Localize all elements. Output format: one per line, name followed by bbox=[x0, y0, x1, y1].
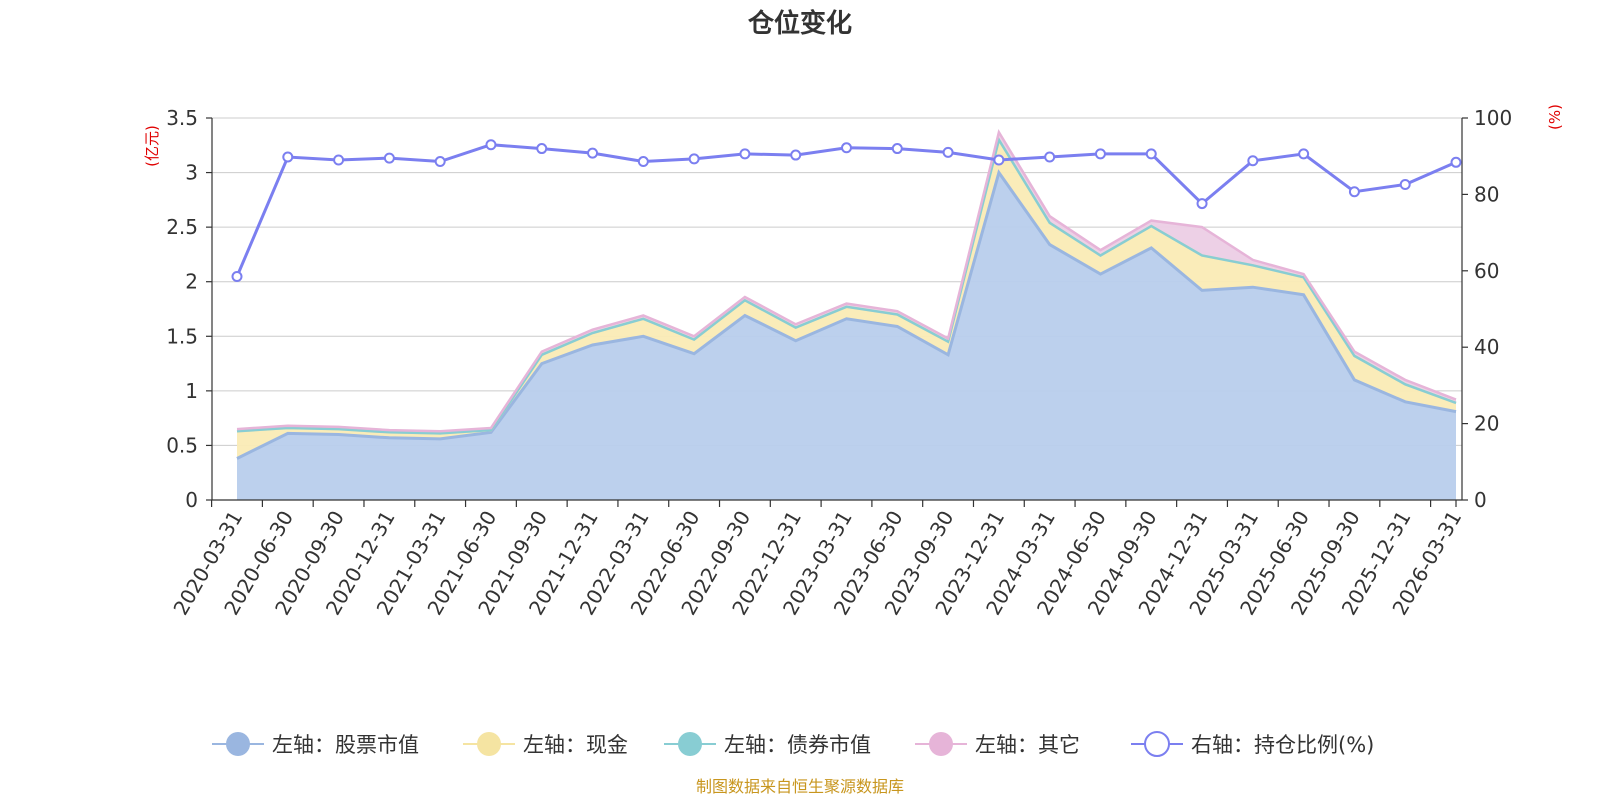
ratio-point bbox=[1399, 178, 1411, 190]
position-ratio-line bbox=[231, 139, 1462, 283]
ratio-point bbox=[891, 143, 903, 155]
left-tick-label: 2 bbox=[185, 270, 198, 294]
right-tick-label: 100 bbox=[1474, 106, 1512, 130]
chart-title: 仓位变化 bbox=[747, 8, 852, 39]
legend-label: 左轴：其它 bbox=[975, 733, 1080, 757]
ratio-point bbox=[1348, 186, 1360, 198]
ratio-point bbox=[485, 139, 497, 151]
area-edge-左轴：债券市值 bbox=[236, 136, 1457, 435]
right-tick-label: 40 bbox=[1474, 335, 1499, 359]
ratio-point bbox=[739, 148, 751, 160]
ratio-point bbox=[587, 147, 599, 159]
right-tick-label: 60 bbox=[1474, 259, 1499, 283]
legend-marker bbox=[477, 732, 501, 756]
legend-item[interactable]: 右轴：持仓比例(%) bbox=[1131, 731, 1374, 757]
ratio-point bbox=[1196, 198, 1208, 210]
area-edge-左轴：股票市值 bbox=[236, 169, 1457, 460]
left-tick-label: 1.5 bbox=[166, 324, 198, 348]
legend-item[interactable]: 左轴：债券市值 bbox=[664, 732, 871, 757]
left-tick-label: 1 bbox=[185, 379, 198, 403]
legend-marker bbox=[929, 732, 953, 756]
ratio-line-path bbox=[235, 143, 1457, 278]
ratio-point bbox=[282, 151, 294, 163]
ratio-point bbox=[1298, 148, 1310, 160]
ratio-point bbox=[1044, 151, 1056, 163]
legend-item[interactable]: 左轴：现金 bbox=[463, 732, 628, 757]
ratio-point bbox=[688, 153, 700, 165]
legend-marker bbox=[678, 732, 702, 756]
ratio-point bbox=[1450, 156, 1462, 168]
ratio-point bbox=[383, 152, 395, 164]
right-tick-label: 0 bbox=[1474, 488, 1487, 512]
legend-label: 左轴：债券市值 bbox=[724, 733, 871, 757]
ratio-point bbox=[637, 156, 649, 168]
legend-marker bbox=[226, 732, 250, 756]
ratio-point bbox=[841, 142, 852, 154]
left-tick-label: 0.5 bbox=[166, 433, 198, 457]
ratio-point bbox=[536, 143, 548, 155]
left-tick-label: 3.5 bbox=[166, 106, 198, 130]
ratio-point bbox=[231, 271, 243, 283]
legend-item[interactable]: 左轴：其它 bbox=[915, 732, 1080, 757]
legend-label: 左轴：现金 bbox=[523, 733, 628, 757]
right-tick-label: 20 bbox=[1474, 412, 1499, 436]
right-tick-label: 80 bbox=[1474, 182, 1499, 206]
source-note: 制图数据来自恒生聚源数据库 bbox=[696, 777, 904, 796]
area-左轴：股票市值 bbox=[237, 172, 1456, 500]
area-edge-左轴：其它 bbox=[236, 128, 1457, 433]
legend-label: 右轴：持仓比例(%) bbox=[1191, 733, 1374, 757]
left-axis-unit: (亿元) bbox=[143, 125, 161, 167]
ratio-point bbox=[1247, 155, 1259, 167]
ratio-point bbox=[333, 154, 345, 166]
ratio-point bbox=[1145, 148, 1157, 160]
left-tick-label: 3 bbox=[185, 161, 198, 185]
right-axis-unit: (%) bbox=[1546, 104, 1564, 130]
left-tick-label: 0 bbox=[185, 488, 198, 512]
legend: 左轴：股票市值 左轴：现金 左轴：债券市值 左轴：其它 右轴：持仓比例(%) bbox=[212, 731, 1374, 757]
left-tick-label: 2.5 bbox=[166, 215, 198, 239]
stacked-areas bbox=[236, 128, 1457, 500]
ratio-point bbox=[434, 156, 446, 168]
ratio-point bbox=[790, 149, 802, 161]
legend-item[interactable]: 左轴：股票市值 bbox=[212, 732, 419, 757]
legend-label: 左轴：股票市值 bbox=[272, 733, 419, 757]
ratio-point bbox=[1094, 148, 1106, 160]
legend-marker bbox=[1144, 731, 1170, 757]
ratio-point bbox=[993, 154, 1005, 166]
ratio-point bbox=[942, 146, 954, 158]
